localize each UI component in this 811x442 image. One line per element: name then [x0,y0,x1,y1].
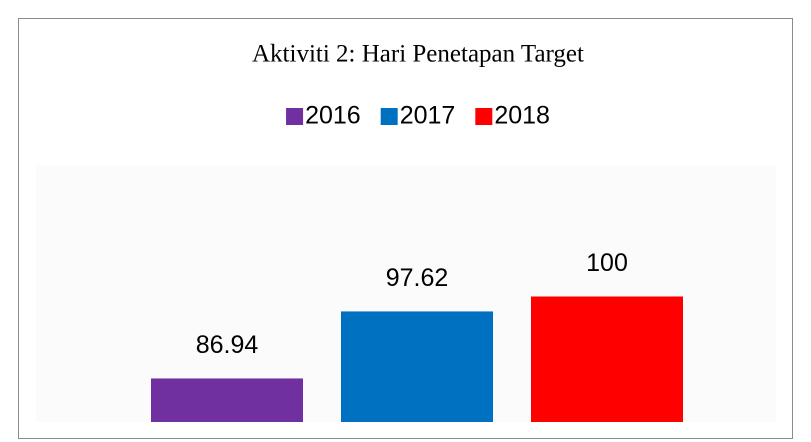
data-label: 97.62 [386,264,449,292]
legend-label: 2016 [305,102,361,130]
chart-title: Aktiviti 2: Hari Penetapan Target [252,41,584,68]
data-label: 86.94 [196,331,259,359]
bar [531,296,683,422]
bar [151,378,303,422]
legend-label: 2018 [494,102,550,130]
legend-label: 2017 [400,102,456,130]
legend-swatch [475,108,493,125]
legend-swatch [380,108,398,125]
legend-swatch [286,108,304,125]
bar [341,311,493,422]
data-label: 100 [586,249,628,277]
